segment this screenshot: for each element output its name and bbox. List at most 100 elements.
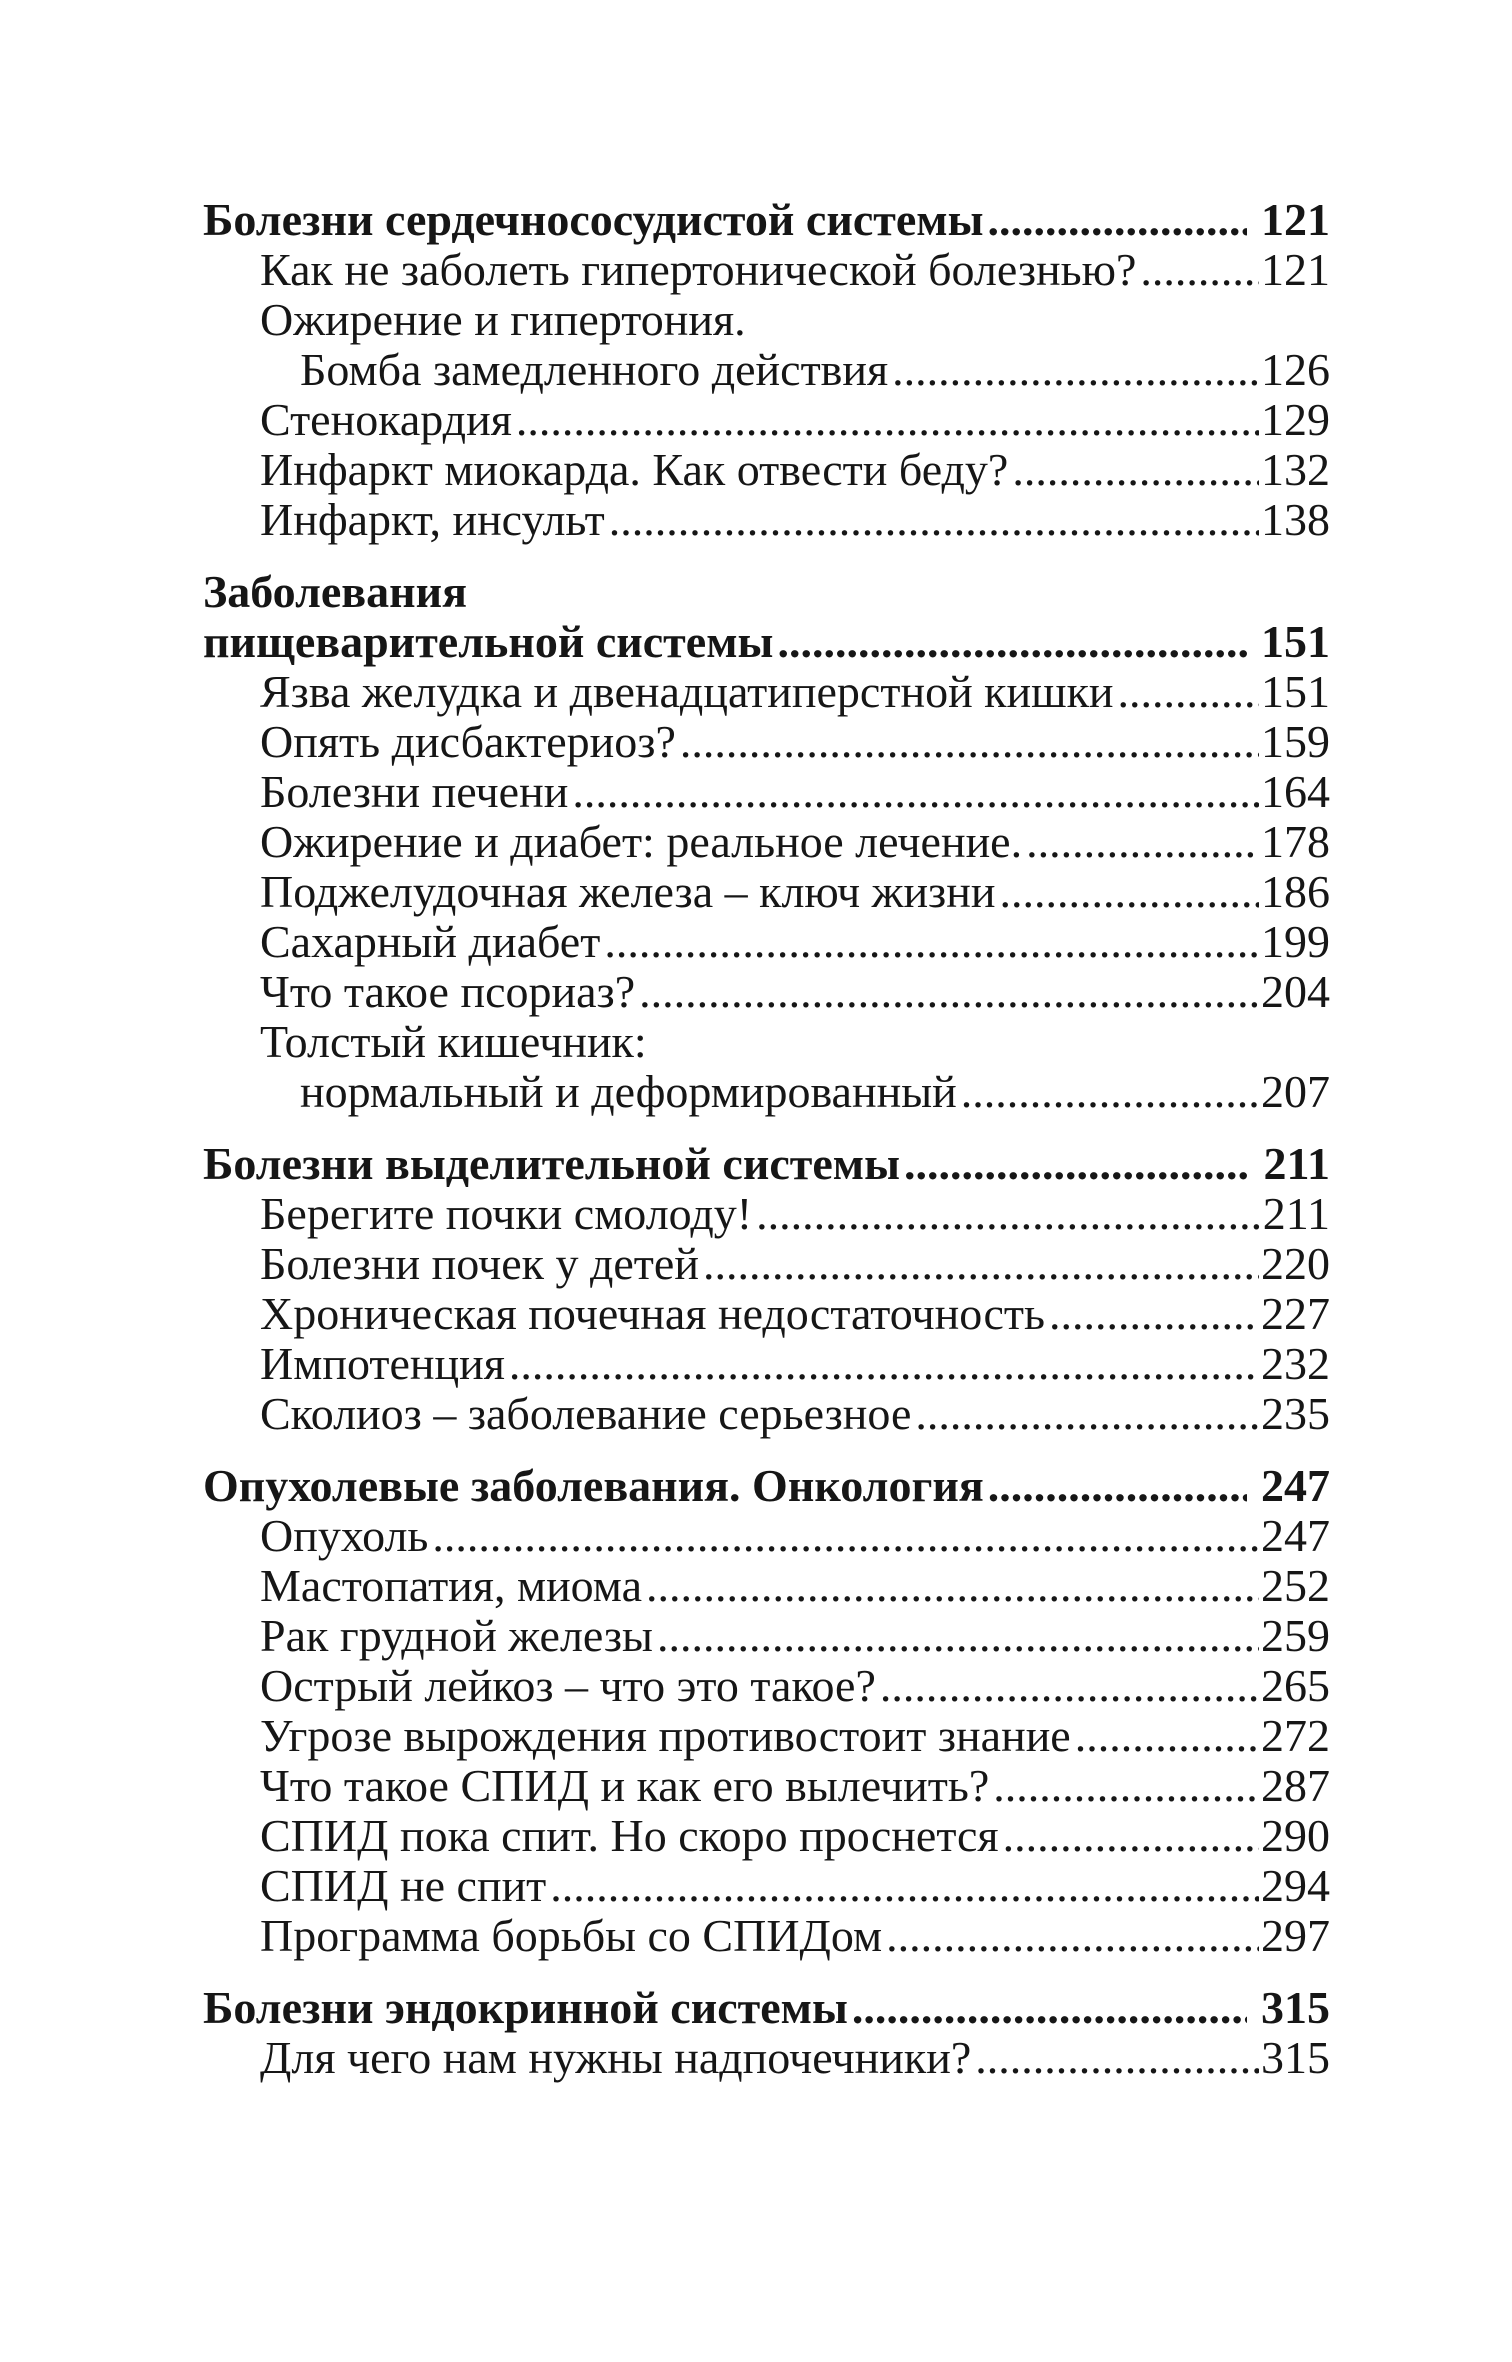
toc-page-number: 252: [1261, 1560, 1330, 1611]
toc-entry-title: Поджелудочная железа – ключ жизни: [260, 866, 996, 917]
toc-item-row[interactable]: Хроническая почечная недостаточность....…: [203, 1289, 1330, 1339]
toc-page-number: 121: [1261, 194, 1330, 245]
dot-leader: ........................................…: [1140, 245, 1259, 295]
toc-entry-title: Угрозе вырождения противостоит знание: [260, 1710, 1071, 1761]
toc-item-row[interactable]: Что такое СПИД и как его вылечить?......…: [203, 1761, 1330, 1811]
toc-item-row[interactable]: Стенокардия.............................…: [203, 395, 1330, 445]
toc-item-row[interactable]: Как не заболеть гипертонической болезнью…: [203, 245, 1330, 295]
toc-entry-title: СПИД пока спит. Но скоро проснется: [260, 1810, 999, 1861]
dot-leader: ........................................…: [915, 1389, 1259, 1439]
dot-leader: ........................................…: [508, 1339, 1259, 1389]
dot-leader: ........................................…: [892, 345, 1259, 395]
toc-item-row[interactable]: Болезни почек у детей...................…: [203, 1239, 1330, 1289]
toc-page-number: 259: [1261, 1610, 1330, 1661]
dot-leader: ........................................…: [886, 1911, 1259, 1961]
dot-leader: ........................................…: [1002, 1811, 1259, 1861]
toc-entry-title: Болезни выделительной системы: [203, 1138, 901, 1189]
toc-page-number: 151: [1261, 616, 1330, 667]
toc-item-row[interactable]: СПИД пока спит. Но скоро проснется......…: [203, 1811, 1330, 1861]
toc-item-row[interactable]: Инфаркт миокарда. Как отвести беду?.....…: [203, 445, 1330, 495]
dot-leader: ........................................…: [879, 1661, 1259, 1711]
toc-item-row[interactable]: Толстый кишечник:: [203, 1017, 1330, 1067]
toc-entry-title: Бомба замедленного действия: [300, 344, 889, 395]
dot-leader: ........................................…: [1012, 445, 1259, 495]
dot-leader: ........................................…: [646, 1561, 1259, 1611]
toc-item-row[interactable]: Болезни печени..........................…: [203, 767, 1330, 817]
toc-entry-title: Что такое СПИД и как его вылечить?: [260, 1760, 990, 1811]
toc-entry-title: Что такое псориаз?: [260, 966, 636, 1017]
toc-entry-title: Болезни почек у детей: [260, 1238, 699, 1289]
dot-leader: ........................................…: [993, 1761, 1259, 1811]
dot-leader: ........................................…: [656, 1611, 1259, 1661]
toc-entry-title: нормальный и деформированный: [300, 1066, 957, 1117]
toc-heading-row[interactable]: Болезни сердечнососудистой системы......…: [203, 195, 1330, 245]
toc-page-number: 126: [1261, 344, 1330, 395]
toc-item-row[interactable]: Угрозе вырождения противостоит знание...…: [203, 1711, 1330, 1761]
toc-entry-title: Опять дисбактериоз?: [260, 716, 676, 767]
toc-heading-row[interactable]: Опухолевые заболевания. Онкология.......…: [203, 1461, 1330, 1511]
dot-leader: ........................................…: [572, 767, 1259, 817]
toc-item-row[interactable]: СПИД не спит............................…: [203, 1861, 1330, 1911]
dot-leader: ........................................…: [987, 1461, 1247, 1511]
toc-heading-row[interactable]: пищеварительной системы.................…: [203, 617, 1330, 667]
toc-item-row[interactable]: Ожирение и диабет: реальное лечение.....…: [203, 817, 1330, 867]
toc-entry-title: Берегите почки смолоду!: [260, 1188, 753, 1239]
dot-leader: ........................................…: [702, 1239, 1259, 1289]
toc-item-row[interactable]: Бомба замедленного действия.............…: [203, 345, 1330, 395]
toc-page-number: 211: [1263, 1138, 1330, 1189]
toc-page-number: 199: [1261, 916, 1330, 967]
toc-item-row[interactable]: Опухоль.................................…: [203, 1511, 1330, 1561]
toc-item-row[interactable]: Программа борьбы со СПИДом..............…: [203, 1911, 1330, 1961]
toc-item-row[interactable]: Берегите почки смолоду!.................…: [203, 1189, 1330, 1239]
toc-entry-title: СПИД не спит: [260, 1860, 547, 1911]
dot-leader: ........................................…: [975, 2033, 1259, 2083]
toc-item-row[interactable]: Инфаркт, инсульт........................…: [203, 495, 1330, 545]
toc-item-row[interactable]: Поджелудочная железа – ключ жизни.......…: [203, 867, 1330, 917]
toc-item-row[interactable]: Импотенция..............................…: [203, 1339, 1330, 1389]
toc-entry-title: Инфаркт, инсульт: [260, 494, 605, 545]
toc-page-number: 159: [1261, 716, 1330, 767]
toc-item-row[interactable]: Опять дисбактериоз?.....................…: [203, 717, 1330, 767]
toc-page-number: 315: [1261, 2032, 1330, 2083]
toc-page-number: 138: [1261, 494, 1330, 545]
toc-item-row[interactable]: Ожирение и гипертония.: [203, 295, 1330, 345]
toc-page-number: 121: [1261, 244, 1330, 295]
toc-entry-title: Заболевания: [203, 566, 468, 617]
dot-leader: ........................................…: [608, 495, 1259, 545]
toc-page-number: 235: [1261, 1388, 1330, 1439]
toc-section: Заболевания пищеварительной системы......…: [203, 567, 1330, 1117]
dot-leader: ........................................…: [756, 1189, 1261, 1239]
toc-item-row[interactable]: Сколиоз – заболевание серьезное.........…: [203, 1389, 1330, 1439]
table-of-contents: Болезни сердечнососудистой системы......…: [203, 195, 1330, 2083]
dot-leader: ........................................…: [679, 717, 1259, 767]
toc-page-number: 129: [1261, 394, 1330, 445]
toc-entry-title: Инфаркт миокарда. Как отвести беду?: [260, 444, 1009, 495]
toc-entry-title: Толстый кишечник:: [260, 1016, 647, 1067]
toc-page-number: 151: [1261, 666, 1330, 717]
toc-page-number: 227: [1261, 1288, 1330, 1339]
toc-entry-title: Как не заболеть гипертонической болезнью…: [260, 244, 1137, 295]
toc-item-row[interactable]: Рак грудной железы......................…: [203, 1611, 1330, 1661]
toc-item-row[interactable]: Для чего нам нужны надпочечники?........…: [203, 2033, 1330, 2083]
toc-entry-title: Опухоль: [260, 1510, 429, 1561]
toc-item-row[interactable]: Что такое псориаз?......................…: [203, 967, 1330, 1017]
toc-page-number: 178: [1261, 816, 1330, 867]
toc-item-row[interactable]: Мастопатия, миома.......................…: [203, 1561, 1330, 1611]
dot-leader: ........................................…: [999, 867, 1259, 917]
toc-heading-row[interactable]: Болезни выделительной системы...........…: [203, 1139, 1330, 1189]
toc-item-row[interactable]: Сахарный диабет.........................…: [203, 917, 1330, 967]
toc-page-number: 204: [1261, 966, 1330, 1017]
toc-item-row[interactable]: Язва желудка и двенадцатиперстной кишки.…: [203, 667, 1330, 717]
toc-entry-title: Хроническая почечная недостаточность: [260, 1288, 1045, 1339]
toc-heading-row[interactable]: Болезни эндокринной системы.............…: [203, 1983, 1330, 2033]
toc-entry-title: Ожирение и диабет: реальное лечение.: [260, 816, 1023, 867]
toc-heading-row[interactable]: Заболевания: [203, 567, 1330, 617]
dot-leader: ........................................…: [1074, 1711, 1259, 1761]
dot-leader: ........................................…: [1048, 1289, 1259, 1339]
toc-item-row[interactable]: нормальный и деформированный............…: [203, 1067, 1330, 1117]
toc-entry-title: Опухолевые заболевания. Онкология: [203, 1460, 984, 1511]
toc-page-number: 186: [1261, 866, 1330, 917]
toc-item-row[interactable]: Острый лейкоз – что это такое?..........…: [203, 1661, 1330, 1711]
toc-entry-title: Программа борьбы со СПИДом: [260, 1910, 883, 1961]
toc-entry-title: Язва желудка и двенадцатиперстной кишки: [260, 666, 1114, 717]
